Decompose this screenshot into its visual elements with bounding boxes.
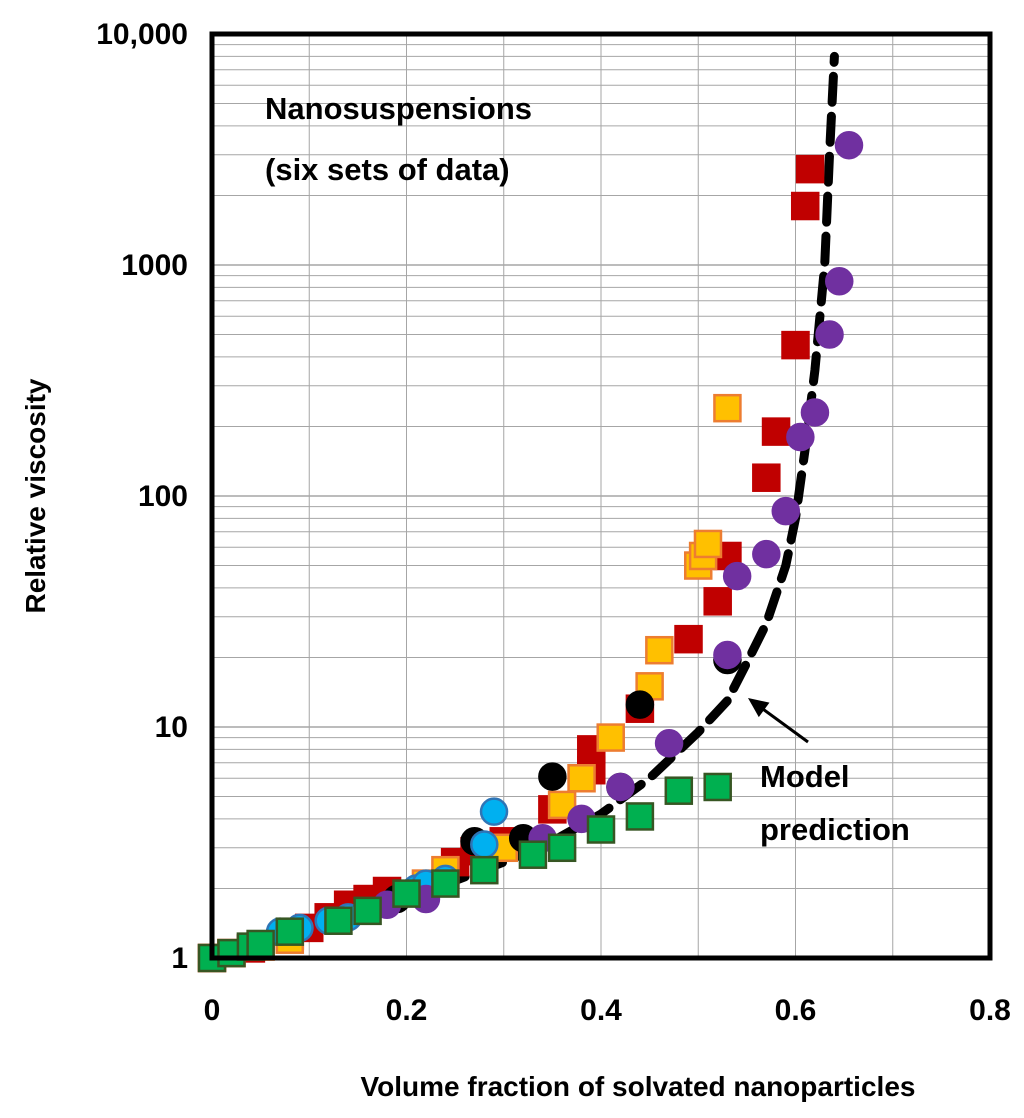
data-point-square bbox=[547, 833, 577, 863]
data-point-square bbox=[246, 929, 275, 959]
data-point-square bbox=[664, 776, 694, 805]
data-point-circle bbox=[470, 830, 499, 859]
data-point-square bbox=[470, 855, 499, 885]
data-point-circle bbox=[825, 267, 854, 296]
x-axis-title: Volume fraction of solvated nanoparticle… bbox=[361, 1071, 916, 1102]
annotation-model-line2: prediction bbox=[760, 812, 910, 847]
data-point-square bbox=[324, 906, 353, 935]
data-point-circle bbox=[713, 640, 742, 670]
data-point-circle bbox=[786, 422, 815, 452]
data-point-square bbox=[761, 417, 791, 446]
data-point-square bbox=[625, 802, 655, 831]
data-point-square bbox=[567, 763, 596, 793]
y-axis-title: Relative viscosity bbox=[20, 378, 51, 613]
y-tick-label: 1 bbox=[171, 942, 188, 975]
model-curve-group bbox=[207, 51, 839, 963]
data-point-circle bbox=[538, 762, 567, 791]
y-tick-label: 1000 bbox=[121, 249, 188, 282]
y-tick-labels: 1 10 100 1000 10,000 bbox=[96, 18, 188, 975]
data-point-square bbox=[431, 869, 460, 898]
y-tick-label: 10 bbox=[155, 711, 188, 744]
data-point-circle bbox=[800, 398, 830, 427]
data-point-square bbox=[703, 587, 732, 616]
data-point-square bbox=[781, 330, 810, 360]
data-point-circle bbox=[834, 130, 864, 160]
annotation-title-line1: Nanosuspensions bbox=[265, 91, 532, 126]
x-tick-label: 0.2 bbox=[386, 994, 428, 1027]
data-point-square bbox=[586, 815, 616, 844]
data-point-circle bbox=[654, 729, 684, 758]
model-arrow bbox=[748, 698, 809, 744]
arrow-head bbox=[748, 698, 770, 718]
data-point-square bbox=[703, 772, 732, 802]
data-point-square bbox=[353, 896, 382, 926]
data-point-circle bbox=[722, 561, 752, 591]
data-point-circle bbox=[815, 320, 844, 349]
y-tick-label: 100 bbox=[138, 480, 188, 513]
data-point-square bbox=[693, 529, 723, 559]
model-prediction-curve bbox=[207, 51, 839, 963]
data-point-square bbox=[674, 624, 703, 654]
data-point-square bbox=[518, 840, 548, 869]
data-point-circle bbox=[606, 772, 635, 802]
x-tick-label: 0.4 bbox=[580, 994, 622, 1027]
data-point-square bbox=[275, 917, 305, 946]
x-tick-labels: 0 0.2 0.4 0.6 0.8 bbox=[204, 994, 1011, 1027]
annotation-model-line1: Model bbox=[760, 759, 850, 794]
data-point-square bbox=[392, 879, 421, 908]
x-tick-label: 0 bbox=[204, 994, 221, 1027]
data-point-square bbox=[795, 154, 825, 184]
data-point-square bbox=[713, 393, 742, 423]
data-point-circle bbox=[752, 539, 781, 569]
data-point-square bbox=[645, 635, 674, 665]
y-tick-label: 10,000 bbox=[96, 18, 188, 51]
x-tick-label: 0.8 bbox=[969, 994, 1011, 1027]
data-point-circle bbox=[771, 496, 801, 526]
data-points bbox=[197, 130, 864, 973]
data-point-square bbox=[790, 191, 820, 221]
arrow-shaft bbox=[755, 702, 809, 744]
x-tick-label: 0.6 bbox=[775, 994, 817, 1027]
data-point-square bbox=[752, 463, 781, 492]
data-point-circle bbox=[479, 797, 509, 826]
plot-frame bbox=[209, 31, 993, 961]
data-point-square bbox=[596, 723, 625, 752]
data-point-circle bbox=[625, 690, 655, 719]
annotation-title-line2: (six sets of data) bbox=[265, 152, 510, 187]
